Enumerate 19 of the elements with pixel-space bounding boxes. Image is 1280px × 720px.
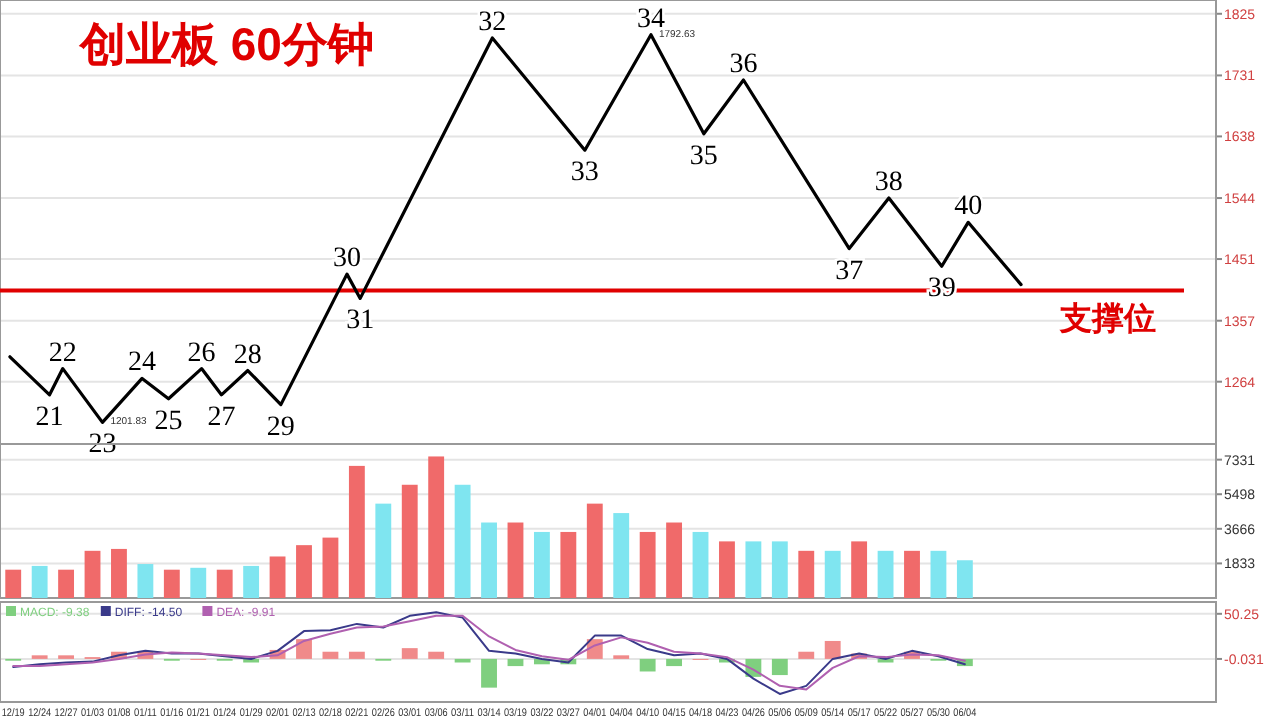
annotation: 29 [266, 412, 295, 443]
annotation: 37 [835, 256, 864, 287]
annotation: 25 [154, 406, 183, 437]
annotation: 21 [35, 402, 64, 433]
ref-line-label: 支撑位 [1058, 300, 1156, 337]
annotation: 28 [233, 340, 262, 371]
annotation: 33 [570, 158, 599, 189]
chart-title: 创业板 60分钟 [78, 18, 374, 70]
annotation: 22 [48, 338, 77, 369]
annotation: 36 [729, 50, 758, 81]
annotation: 32 [478, 8, 507, 39]
annotation: 40 [954, 192, 983, 223]
annotation: 30 [332, 244, 361, 275]
annotation: 26 [187, 338, 216, 369]
annotation: 24 [128, 348, 157, 379]
annotation: 27 [207, 402, 236, 433]
annotation: 38 [874, 168, 903, 199]
annotation: 35 [689, 141, 718, 172]
annotation: 31 [346, 306, 375, 337]
